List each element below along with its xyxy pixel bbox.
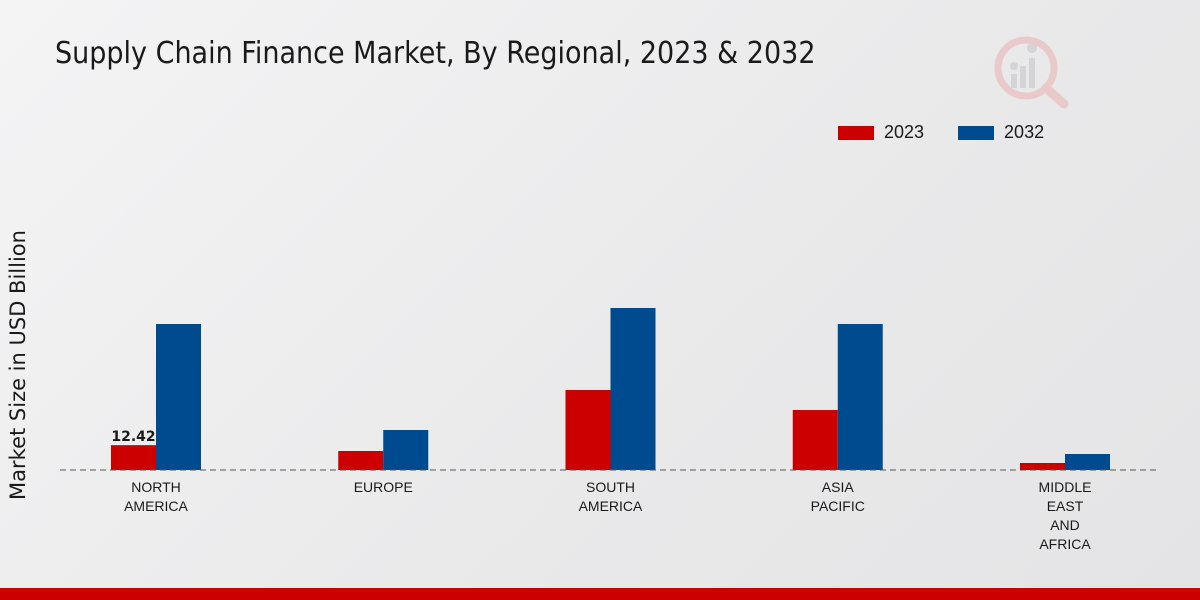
legend: 2023 2032	[838, 122, 1078, 143]
bar-2032-4	[1065, 454, 1110, 470]
bar-2032-0	[156, 324, 201, 470]
bar-2023-2	[565, 390, 611, 470]
legend-item-2023: 2023	[838, 122, 924, 143]
bar-2023-1	[338, 451, 384, 470]
legend-label-2032: 2032	[1004, 122, 1045, 142]
x-tick-label-2: SOUTH AMERICA	[579, 479, 643, 514]
chart-title: Supply Chain Finance Market, By Regional…	[55, 36, 816, 71]
bar-2032-2	[610, 308, 656, 470]
legend-item-2032: 2032	[958, 122, 1044, 143]
bar-2032-1	[383, 430, 429, 470]
legend-label-2023: 2023	[884, 122, 925, 142]
bar-2023-4	[1020, 463, 1065, 470]
x-tick-label-4: MIDDLE EAST AND AFRICA	[1039, 479, 1092, 552]
x-tick-label-0: NORTH AMERICA	[124, 479, 188, 514]
bar-2023-0	[111, 445, 156, 470]
legend-swatch-2023	[838, 125, 874, 140]
legend-swatch-2032	[958, 125, 995, 140]
brand-logo-icon	[994, 36, 1069, 109]
bar-2032-3	[837, 324, 883, 470]
footer-bar	[0, 588, 1200, 600]
bar-2023-3	[792, 410, 838, 470]
data-label-2023-0: 12.42	[111, 429, 155, 445]
x-tick-label-1: EUROPE	[354, 479, 413, 495]
x-tick-label-3: ASIA PACIFIC	[811, 479, 865, 514]
